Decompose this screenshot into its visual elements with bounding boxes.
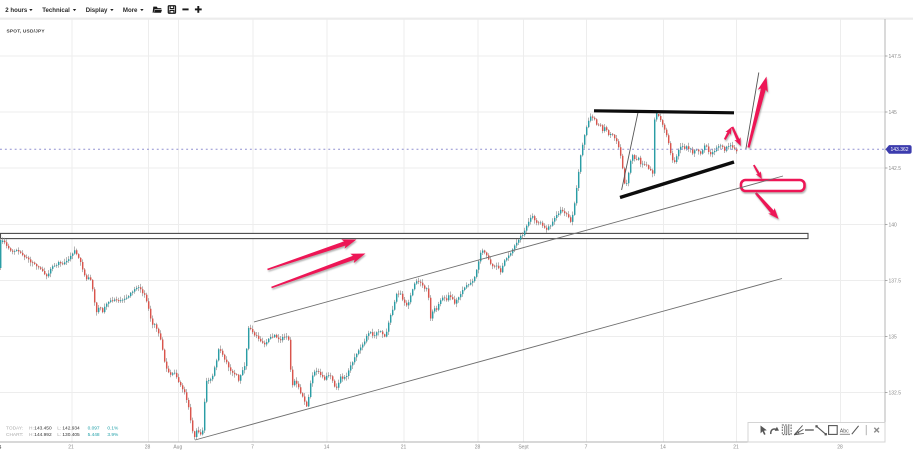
svg-text:28: 28 bbox=[145, 445, 151, 451]
svg-text:142.934: 142.934 bbox=[62, 425, 80, 431]
svg-text:147.5: 147.5 bbox=[889, 54, 902, 60]
svg-text:14: 14 bbox=[324, 445, 330, 451]
svg-text:28: 28 bbox=[475, 445, 481, 451]
svg-text:H:: H: bbox=[29, 432, 34, 438]
svg-text:145: 145 bbox=[889, 110, 898, 116]
svg-text:21: 21 bbox=[68, 445, 74, 451]
svg-text:L:: L: bbox=[57, 432, 61, 438]
svg-text:H:: H: bbox=[29, 425, 34, 431]
svg-text:0.1%: 0.1% bbox=[107, 425, 119, 431]
svg-text:Sept: Sept bbox=[518, 445, 529, 451]
svg-text:2 hours: 2 hours bbox=[5, 7, 28, 14]
svg-text:7: 7 bbox=[251, 445, 254, 451]
svg-text:5.448: 5.448 bbox=[88, 432, 100, 438]
svg-text:135: 135 bbox=[889, 335, 898, 341]
svg-text:0.097: 0.097 bbox=[88, 425, 100, 431]
svg-text:140: 140 bbox=[889, 223, 898, 229]
svg-text:Display: Display bbox=[86, 7, 108, 14]
svg-text:14: 14 bbox=[660, 445, 666, 451]
svg-text:130.405: 130.405 bbox=[62, 432, 80, 438]
svg-text:143.362: 143.362 bbox=[891, 147, 909, 153]
svg-text:SPOT, USD/JPY: SPOT, USD/JPY bbox=[7, 29, 46, 35]
svg-text:More: More bbox=[123, 7, 138, 14]
svg-text:3.9%: 3.9% bbox=[107, 432, 119, 438]
svg-text:142.5: 142.5 bbox=[889, 166, 902, 172]
svg-text:4: 4 bbox=[0, 445, 1, 451]
svg-text:Aug: Aug bbox=[173, 445, 182, 451]
svg-text:144.992: 144.992 bbox=[34, 432, 52, 438]
svg-text:137.5: 137.5 bbox=[889, 279, 902, 285]
svg-text:21: 21 bbox=[733, 445, 739, 451]
svg-text:Technical: Technical bbox=[42, 7, 70, 14]
svg-text:28: 28 bbox=[837, 445, 843, 451]
svg-text:21: 21 bbox=[401, 445, 407, 451]
svg-text:L:: L: bbox=[57, 425, 61, 431]
svg-text:132.5: 132.5 bbox=[889, 391, 902, 397]
svg-text:143.450: 143.450 bbox=[34, 425, 52, 431]
svg-text:7: 7 bbox=[585, 445, 588, 451]
svg-text:TODAY:: TODAY: bbox=[6, 425, 23, 431]
svg-text:CHART:: CHART: bbox=[6, 432, 23, 438]
svg-text:Abc: Abc bbox=[840, 429, 849, 435]
